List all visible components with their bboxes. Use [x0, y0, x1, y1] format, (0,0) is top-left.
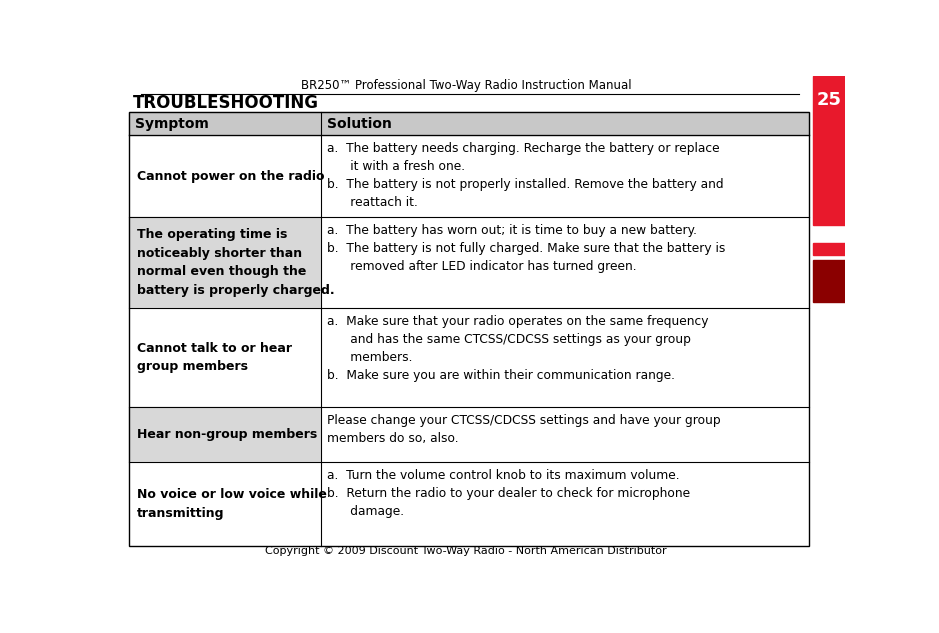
- Bar: [129, 462, 321, 546]
- Text: BR250™ Professional Two-Way Radio Instruction Manual: BR250™ Professional Two-Way Radio Instru…: [300, 80, 631, 92]
- Text: No voice or low voice while
transmitting: No voice or low voice while transmitting: [137, 489, 327, 520]
- Text: a.  Make sure that your radio operates on the same frequency
      and has the s: a. Make sure that your radio operates on…: [328, 315, 709, 382]
- Text: a.  Turn the volume control knob to its maximum volume.
b.  Return the radio to : a. Turn the volume control knob to its m…: [328, 469, 690, 518]
- Text: The operating time is
noticeably shorter than
normal even though the
battery is : The operating time is noticeably shorter…: [137, 229, 334, 297]
- Text: Cannot talk to or hear
group members: Cannot talk to or hear group members: [137, 342, 292, 373]
- Bar: [813, 76, 845, 225]
- Text: TROUBLESHOOTING: TROUBLESHOOTING: [133, 94, 319, 112]
- Text: Please change your CTCSS/CDCSS settings and have your group
members do so, also.: Please change your CTCSS/CDCSS settings …: [328, 414, 721, 445]
- Bar: [129, 112, 809, 135]
- Bar: [813, 260, 845, 301]
- Bar: [129, 112, 809, 546]
- Bar: [321, 217, 809, 308]
- Bar: [129, 135, 321, 217]
- Bar: [321, 462, 809, 546]
- Text: a.  The battery has worn out; it is time to buy a new battery.
b.  The battery i: a. The battery has worn out; it is time …: [328, 224, 726, 273]
- Bar: [321, 308, 809, 407]
- Text: 25: 25: [816, 91, 841, 109]
- Bar: [321, 135, 809, 217]
- Bar: [129, 217, 321, 308]
- Text: Copyright © 2009 Discount Two-Way Radio - North American Distributor: Copyright © 2009 Discount Two-Way Radio …: [266, 546, 667, 556]
- Bar: [129, 407, 321, 462]
- Text: a.  The battery needs charging. Recharge the battery or replace
      it with a : a. The battery needs charging. Recharge …: [328, 142, 724, 209]
- Text: Hear non-group members: Hear non-group members: [137, 428, 317, 441]
- Bar: [129, 308, 321, 407]
- Text: Cannot power on the radio: Cannot power on the radio: [137, 170, 324, 183]
- Text: Solution: Solution: [328, 116, 393, 130]
- Text: Symptom: Symptom: [135, 116, 209, 130]
- Bar: [813, 243, 845, 255]
- Bar: [321, 407, 809, 462]
